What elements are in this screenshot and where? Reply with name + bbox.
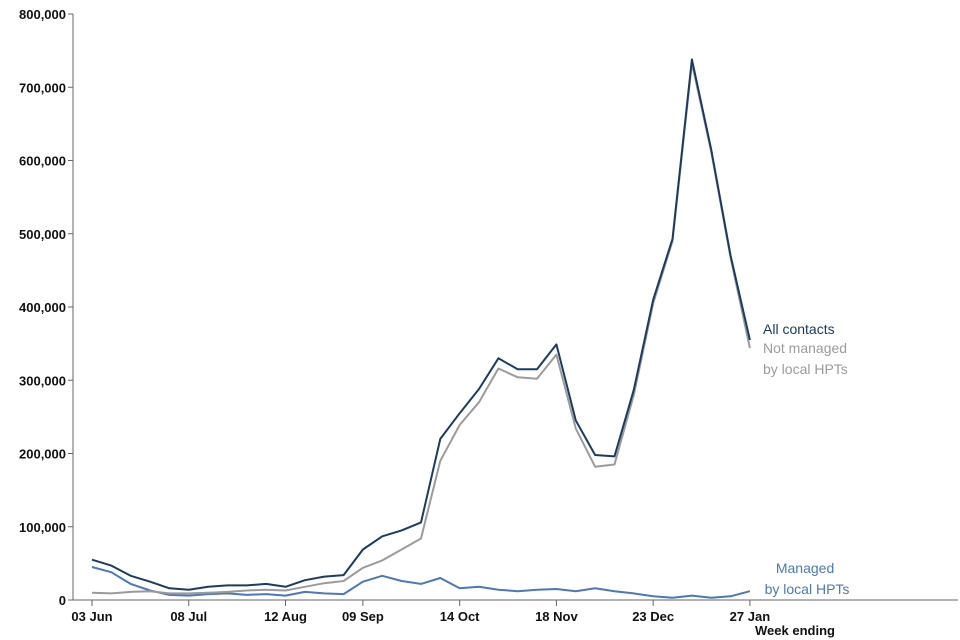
series-label-managed-line-2: by local HPTs [765, 581, 850, 597]
series-line-managed-by-local-hpts [91, 566, 751, 599]
series-label-all-contacts: All contacts [763, 321, 835, 337]
series-label-managed-line-1: Managed [776, 560, 834, 576]
x-axis-ticks: 03 Jun 08 Jul 12 Aug 09 Sep 14 Oct 18 Nov 23 D… [71, 600, 770, 624]
series-label-not-managed-line-2: by local HPTs [763, 361, 848, 377]
x-tick-label: 09 Sep [342, 609, 384, 624]
y-tick-label: 300,000 [19, 373, 66, 388]
y-tick-label: 800,000 [19, 7, 66, 22]
series-label-not-managed-line-1: Not managed [763, 340, 847, 356]
x-axis-title: Week ending [755, 623, 835, 638]
y-tick-label: 500,000 [19, 227, 66, 242]
y-axis-ticks: 0 100,000 200,000 300,000 400,000 500,000 600,… [19, 7, 73, 608]
series-line-not-managed-by-local-hpts [91, 62, 751, 595]
y-tick-label: 600,000 [19, 154, 66, 169]
x-tick-label: 03 Jun [71, 609, 112, 624]
x-tick-label: 08 Jul [170, 609, 207, 624]
series-label-not-managed: Not managed by local HPTs [763, 340, 851, 377]
series-label-managed: Managed by local HPTs [765, 560, 850, 597]
series-lines [91, 58, 751, 599]
series-line-all-contacts [91, 58, 751, 591]
x-tick-label: 27 Jan [730, 609, 771, 624]
y-tick-label: 100,000 [19, 520, 66, 535]
x-tick-label: 14 Oct [440, 609, 480, 624]
y-tick-label: 200,000 [19, 447, 66, 462]
x-tick-label: 18 Nov [535, 609, 578, 624]
y-tick-label: 400,000 [19, 300, 66, 315]
y-tick-label: 700,000 [19, 80, 66, 95]
x-tick-label: 23 Dec [632, 609, 674, 624]
x-tick-label: 12 Aug [264, 609, 307, 624]
y-tick-label: 0 [59, 593, 66, 608]
